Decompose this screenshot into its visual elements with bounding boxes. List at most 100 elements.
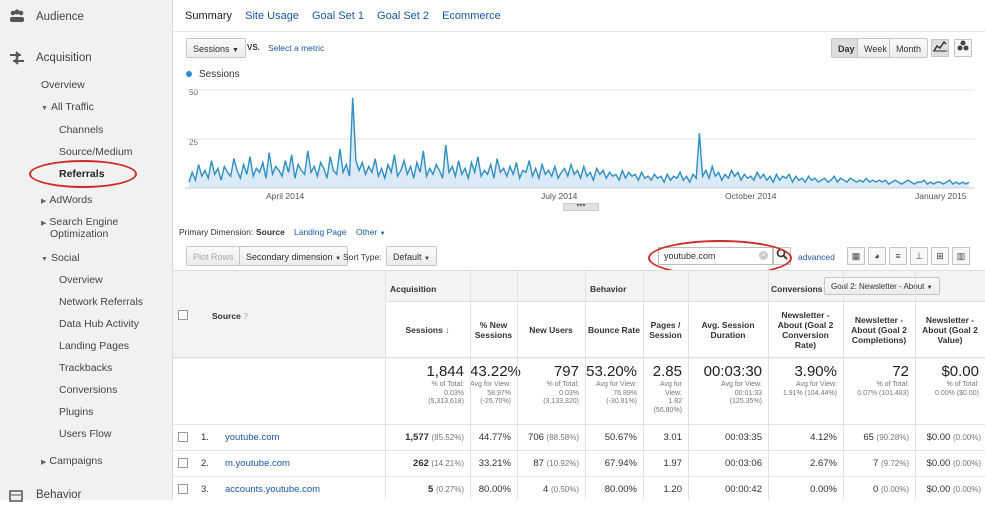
caret-down-icon: ▼ — [41, 105, 48, 112]
advanced-link[interactable]: advanced — [798, 252, 835, 262]
term-cloud-view-icon[interactable]: ⊞ — [931, 247, 949, 265]
sidebar-item-data-hub[interactable]: Data Hub Activity — [59, 318, 139, 330]
total-subtext-line: 0.03% — [444, 389, 464, 397]
tab-site-usage[interactable]: Site Usage — [245, 10, 299, 22]
column-header-row — [385, 301, 985, 358]
tab-summary[interactable]: Summary — [185, 10, 233, 22]
column-header[interactable]: Newsletter - About (Goal 2 Completions) — [846, 315, 912, 345]
column-header[interactable]: Newsletter - About (Goal 2 Conversion Rate) — [771, 310, 840, 350]
source-link[interactable]: m.youtube.com — [225, 458, 290, 469]
total-value: 1,844 — [426, 363, 464, 380]
row-checkbox[interactable] — [178, 458, 188, 468]
total-subtext-line: Avg for View: — [470, 381, 511, 388]
tab-goal-set-1[interactable]: Goal Set 1 — [312, 10, 364, 22]
row-number: 3. — [201, 484, 209, 495]
table-view-icon[interactable]: ▦ — [847, 247, 865, 265]
total-value: $0.00 — [941, 363, 979, 380]
sidebar-item-seo[interactable]: ▶ Search Engine Optimization — [41, 217, 118, 240]
source-link[interactable]: accounts.youtube.com — [225, 484, 321, 495]
total-subtext: % of Total: 0.03% (5,313,618) — [385, 381, 464, 407]
bounce-rate-cell: 80.00% — [604, 484, 637, 495]
sidebar-item-trackbacks[interactable]: Trackbacks — [59, 362, 113, 374]
row-checkbox[interactable] — [178, 432, 188, 442]
column-divider — [585, 270, 586, 500]
header-border — [385, 270, 985, 271]
sidebar-item-conversions[interactable]: Conversions — [59, 384, 118, 396]
chevron-down-icon: ▼ — [424, 256, 430, 262]
comparison-view-icon[interactable]: ⊥ — [910, 247, 928, 265]
sidebar-item-plugins[interactable]: Plugins — [59, 406, 94, 418]
total-subtext-line: (-30.81%) — [606, 398, 637, 405]
total-subtext-line: 0.07% (101,483) — [857, 389, 909, 397]
pivot-view-icon[interactable]: ▥ — [952, 247, 970, 265]
sidebar-section-acquisition[interactable]: Acquisition — [36, 52, 92, 64]
row-number: 1. — [201, 432, 209, 443]
secondary-dimension-label: Secondary dimension — [246, 252, 333, 262]
chart-resize-handle[interactable]: ▾▾▾ — [563, 203, 599, 211]
sidebar-item-all-traffic[interactable]: ▼ All Traffic — [41, 101, 94, 113]
month-button[interactable]: Month — [889, 38, 929, 58]
sidebar-item-social[interactable]: ▼ Social — [41, 252, 80, 264]
column-header[interactable]: % New Sessions — [473, 320, 514, 340]
sidebar-item-adwords[interactable]: ▶ AdWords — [41, 194, 92, 206]
sidebar-item-source-medium[interactable]: Source/Medium — [59, 146, 133, 158]
performance-view-icon[interactable]: ≡ — [889, 247, 907, 265]
metric-select-label: Sessions — [193, 44, 230, 54]
total-subtext-line: (3,133,320) — [543, 398, 579, 405]
tab-goal-set-2[interactable]: Goal Set 2 — [377, 10, 430, 22]
column-header[interactable]: Avg. Session Duration — [691, 320, 765, 340]
sidebar-item-campaigns[interactable]: ▶ Campaigns — [41, 455, 103, 467]
plot-rows-button[interactable]: Plot Rows — [186, 246, 241, 266]
secondary-dimension-select[interactable]: Secondary dimension ▼ — [239, 246, 349, 266]
column-header[interactable]: New Users — [520, 325, 582, 335]
column-divider — [385, 270, 386, 500]
sidebar-section-behavior[interactable]: Behavior — [36, 489, 82, 501]
select-all-checkbox[interactable] — [178, 310, 188, 320]
sidebar-item-network-referrals[interactable]: Network Referrals — [59, 296, 144, 308]
goal-select[interactable]: Goal 2: Newsletter - About ▼ — [824, 277, 940, 295]
pie-view-icon[interactable]: ◕ — [868, 247, 886, 265]
tab-ecommerce[interactable]: Ecommerce — [442, 10, 501, 22]
dimension-other[interactable]: Other ▼ — [356, 227, 386, 237]
dimension-source[interactable]: Source — [256, 227, 285, 237]
sort-type-value: Default — [393, 252, 422, 262]
sidebar-item-label: Search Engine — [49, 216, 119, 228]
column-header[interactable]: Newsletter - About (Goal 2 Value) — [918, 315, 982, 345]
sidebar-item-label: Social — [50, 252, 80, 264]
sidebar-section-audience[interactable]: Audience — [36, 11, 84, 23]
column-header-line: % New — [479, 320, 508, 330]
total-subtext-line: % of Total: — [431, 381, 464, 388]
motion-chart-icon[interactable] — [954, 39, 972, 57]
dimension-other-label: Other — [356, 227, 378, 237]
dimension-landing-page[interactable]: Landing Page — [294, 227, 347, 237]
column-header[interactable]: Sessions ↓ — [388, 325, 467, 335]
sidebar-item-social-overview[interactable]: Overview — [59, 274, 103, 286]
day-button[interactable]: Day — [831, 38, 862, 58]
source-column-header[interactable]: Source ? — [212, 311, 248, 321]
column-header-line: About (Goal 2 — [922, 325, 978, 335]
line-chart-icon[interactable] — [931, 39, 949, 57]
column-header[interactable]: Bounce Rate — [588, 325, 640, 335]
sidebar-item-channels[interactable]: Channels — [59, 124, 104, 136]
group-behavior: Behavior — [590, 284, 627, 294]
sidebar-item-landing-pages[interactable]: Landing Pages — [59, 340, 130, 352]
row-checkbox[interactable] — [178, 484, 188, 494]
total-subtext: Avg for View: 1.82 (56.80%) — [643, 381, 682, 415]
sidebar-item-users-flow[interactable]: Users Flow — [59, 428, 112, 440]
total-value: 00:03:30 — [703, 363, 762, 380]
total-value: 3.90% — [794, 363, 837, 380]
total-value: 43.22% — [470, 363, 521, 380]
column-header[interactable]: Pages / Session — [646, 320, 685, 340]
total-subtext: Avg for View: 58.97% (-26.70%) — [470, 381, 511, 407]
sessions-cell: 1,577 (85.52%) — [405, 432, 464, 443]
column-divider — [688, 270, 689, 500]
select-metric-link[interactable]: Select a metric — [268, 43, 325, 53]
x-tick-label: July 2014 — [541, 191, 578, 201]
sort-type-select[interactable]: Default ▼ — [386, 246, 437, 266]
metric-select[interactable]: Sessions ▼ — [186, 38, 246, 58]
header-border — [385, 301, 985, 302]
column-header-line: Value) — [937, 335, 963, 345]
source-link[interactable]: youtube.com — [225, 432, 280, 443]
value-cell: $0.00 (0.00%) — [926, 458, 981, 469]
sidebar-item-overview[interactable]: Overview — [41, 79, 85, 91]
